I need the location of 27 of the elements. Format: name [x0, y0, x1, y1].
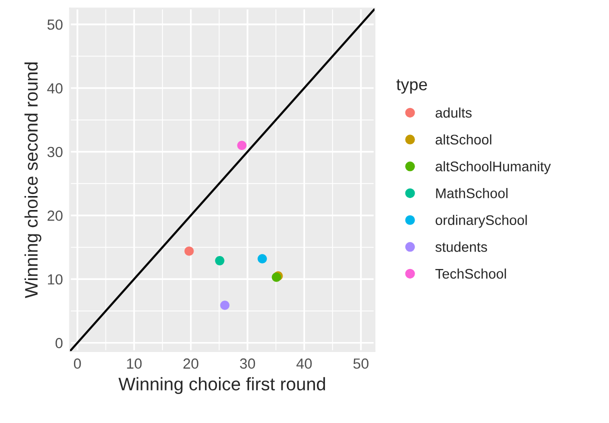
- legend-label: ordinarySchool: [436, 214, 527, 228]
- y-tick-label: 20: [48, 210, 63, 221]
- x-tick-label: 30: [240, 358, 256, 369]
- legend-label: MathSchool: [436, 188, 508, 198]
- point: [220, 300, 230, 310]
- x-tick-label: 40: [296, 358, 312, 369]
- point: [258, 254, 267, 264]
- y-tick-label: 10: [48, 274, 63, 285]
- y-axis-title: Winning choice second round: [24, 62, 42, 298]
- y-tick-label: 0: [56, 338, 63, 348]
- legend-title: type: [396, 79, 427, 94]
- x-axis-title: Winning choice first round: [118, 377, 325, 394]
- x-tick-label: 50: [353, 358, 368, 369]
- legend-label: adults: [436, 108, 472, 118]
- point: [237, 140, 247, 150]
- y-tick-label: 40: [47, 83, 63, 94]
- legend-label: altSchool: [436, 134, 492, 145]
- x-tick-label: 10: [127, 358, 142, 369]
- legend-label: students: [435, 242, 488, 252]
- legend-label: altSchoolHumanity: [436, 161, 551, 174]
- legend-label: TechSchool: [435, 268, 506, 279]
- x-tick-label: 0: [74, 358, 81, 369]
- x-tick-label: 20: [183, 358, 198, 369]
- point: [215, 256, 224, 266]
- y-tick-label: 50: [47, 19, 63, 30]
- y-tick-label: 30: [47, 146, 63, 158]
- point: [184, 246, 194, 256]
